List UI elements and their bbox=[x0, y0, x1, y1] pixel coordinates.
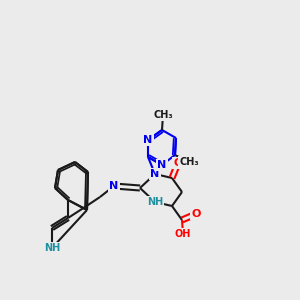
Text: N: N bbox=[158, 160, 166, 170]
Text: O: O bbox=[191, 209, 201, 219]
Text: N: N bbox=[150, 169, 160, 179]
Text: NH: NH bbox=[147, 197, 163, 207]
Text: CH₃: CH₃ bbox=[153, 110, 173, 120]
Text: OH: OH bbox=[175, 229, 191, 239]
Text: NH: NH bbox=[44, 243, 60, 253]
Text: CH₃: CH₃ bbox=[179, 157, 199, 167]
Text: N: N bbox=[110, 181, 118, 191]
Text: O: O bbox=[173, 158, 183, 168]
Text: N: N bbox=[143, 135, 153, 145]
